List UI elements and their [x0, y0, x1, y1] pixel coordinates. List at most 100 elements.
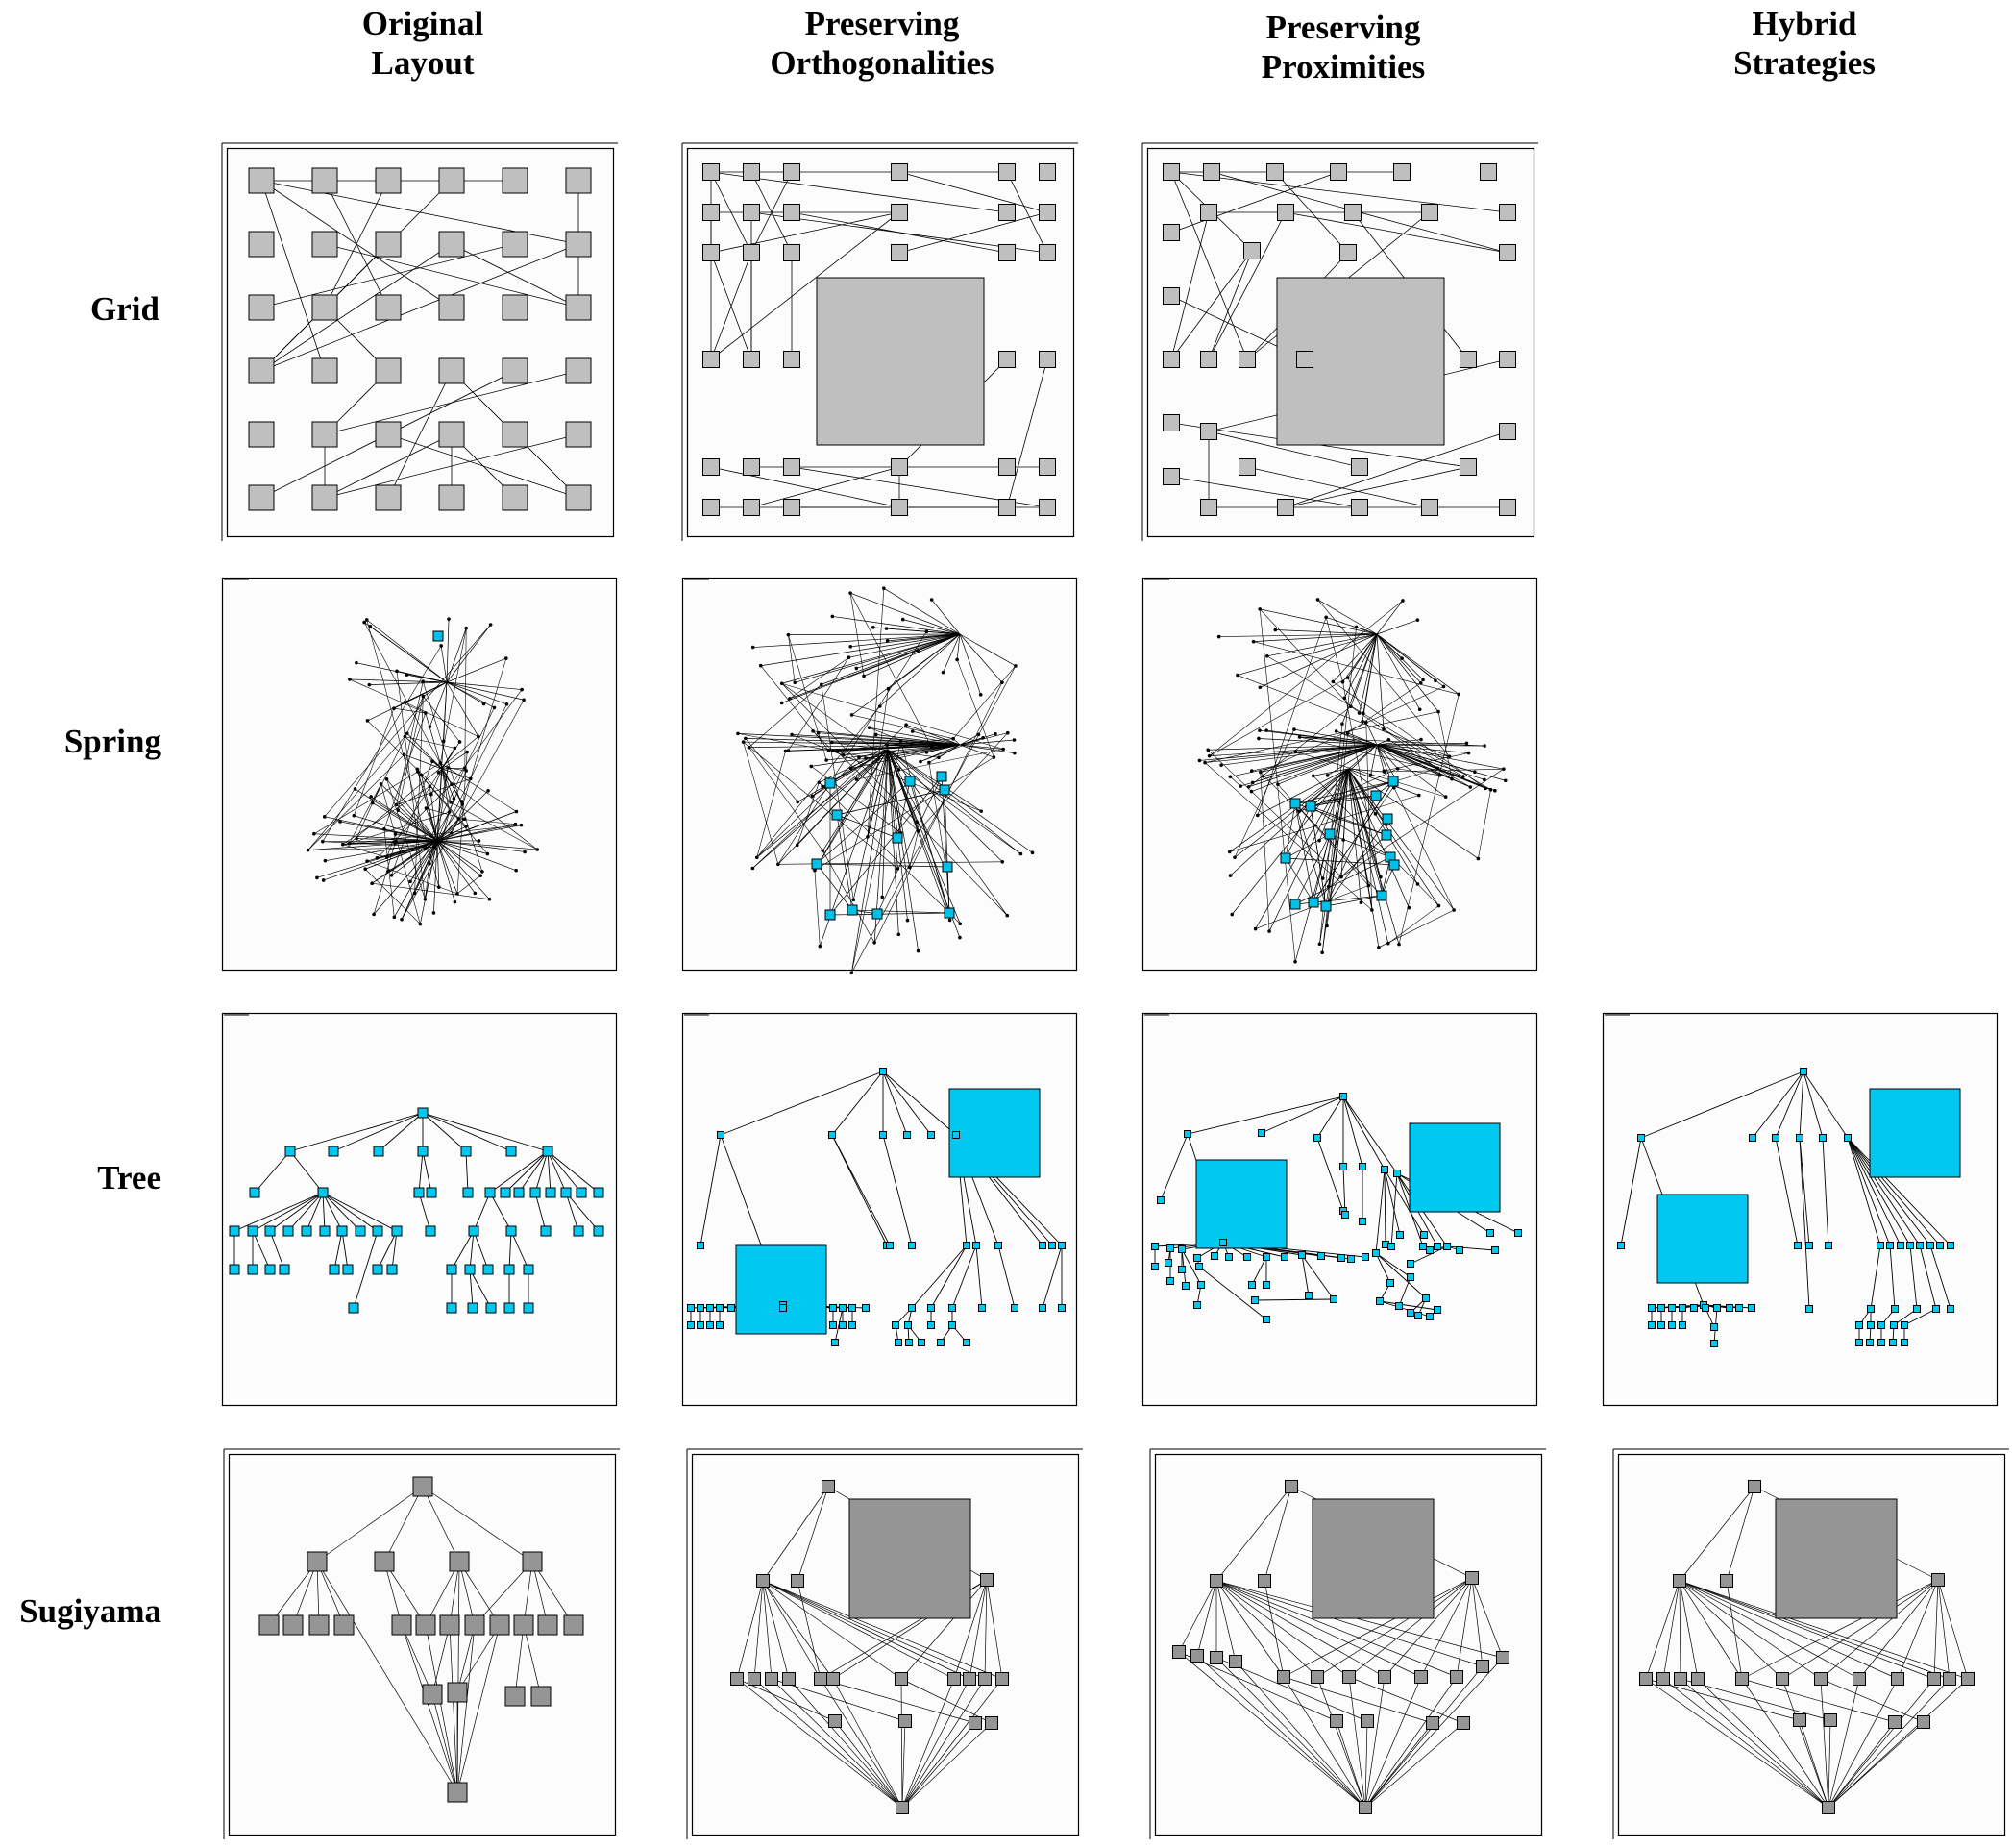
large-node [1656, 1194, 1749, 1284]
node [1776, 1672, 1789, 1686]
edge [380, 783, 438, 842]
node [854, 666, 859, 671]
large-node [1775, 1498, 1898, 1619]
node [424, 806, 429, 810]
edge [1680, 1678, 1831, 1721]
edge [1828, 1719, 1831, 1809]
node [1890, 1321, 1898, 1329]
edge [882, 1071, 908, 1136]
node [1347, 1255, 1355, 1263]
node [1913, 1305, 1921, 1313]
column-header-line: Layout [371, 44, 475, 82]
edge [756, 757, 860, 858]
edge [422, 681, 483, 872]
edge [791, 211, 1008, 254]
edge [816, 863, 853, 911]
edge [260, 243, 453, 372]
edge [820, 1678, 976, 1724]
edge [771, 1678, 906, 1722]
node [1058, 1242, 1066, 1249]
edge [1379, 1300, 1438, 1311]
node [392, 706, 396, 711]
edge [762, 1580, 986, 1680]
edge [1799, 1137, 1810, 1310]
node [391, 1614, 412, 1636]
edge [1329, 833, 1391, 858]
edge [710, 252, 752, 360]
node [418, 922, 423, 926]
edge [795, 633, 961, 683]
edge [441, 768, 452, 802]
node [848, 644, 853, 649]
edge [813, 730, 961, 746]
edge [349, 811, 450, 845]
edge [306, 1192, 324, 1232]
node [743, 458, 760, 476]
edge [745, 738, 798, 802]
node [783, 458, 800, 476]
panel-grid-orthogonal [681, 140, 1081, 542]
edge [900, 1678, 993, 1724]
edge [1781, 1678, 1829, 1809]
node [1005, 730, 1010, 735]
edge [441, 768, 471, 779]
node [446, 1264, 457, 1275]
node [375, 231, 402, 258]
node [1961, 1672, 1975, 1686]
node [831, 809, 843, 821]
node [908, 1304, 916, 1312]
node [1039, 204, 1056, 221]
node [1239, 458, 1256, 476]
node [1210, 1574, 1223, 1588]
edge [816, 780, 911, 865]
node [915, 820, 920, 825]
node [948, 1304, 956, 1312]
node [248, 167, 275, 194]
edge [849, 592, 932, 748]
node [429, 792, 433, 797]
node [319, 1225, 331, 1237]
edge [887, 749, 898, 869]
edge [1847, 1137, 1931, 1246]
node [750, 866, 755, 871]
node [828, 1714, 842, 1728]
node [896, 1801, 909, 1814]
node [918, 1339, 925, 1346]
node [502, 484, 528, 511]
node [484, 1187, 496, 1198]
node [882, 586, 886, 591]
node [523, 1264, 534, 1275]
node [782, 1672, 796, 1686]
edge [377, 840, 438, 859]
node [355, 660, 358, 665]
edge [547, 1150, 567, 1194]
node [1013, 751, 1017, 755]
node [1443, 1243, 1451, 1250]
edge [1252, 744, 1378, 783]
panel-frame [221, 1012, 618, 1407]
edge [1285, 211, 1509, 254]
node [896, 867, 900, 871]
node [1151, 1243, 1159, 1250]
node [423, 847, 428, 851]
node [831, 1339, 839, 1346]
node [565, 357, 592, 384]
node [1386, 1279, 1394, 1287]
node [1855, 1321, 1863, 1329]
node [743, 244, 760, 261]
node [783, 204, 800, 221]
edge [1679, 1580, 1783, 1680]
node [783, 499, 800, 516]
edge [383, 1561, 403, 1626]
edge [1376, 742, 1467, 746]
edge [1384, 1169, 1401, 1236]
node [311, 231, 338, 258]
node [248, 357, 275, 384]
node [1437, 774, 1442, 777]
edge [781, 633, 961, 684]
edge [901, 1720, 906, 1809]
edge [762, 1580, 773, 1680]
panel-sugiyama-proximity [1147, 1446, 1549, 1842]
edge [252, 1230, 271, 1270]
node [904, 776, 916, 787]
